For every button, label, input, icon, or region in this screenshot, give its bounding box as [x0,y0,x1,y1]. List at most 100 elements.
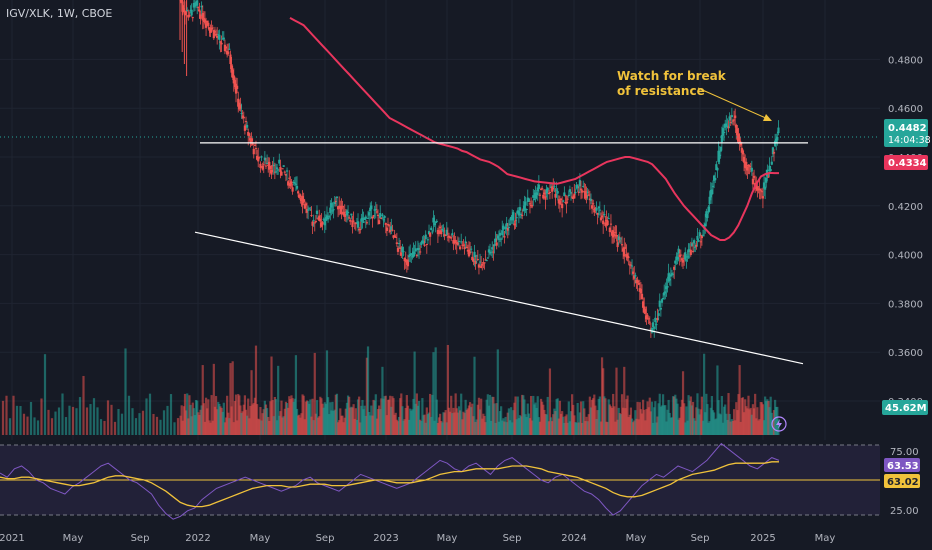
volume-bar [529,396,533,435]
candle-body [344,211,347,213]
candle-body [486,257,489,259]
candle-body [447,235,451,237]
volume-bar [720,396,723,435]
candle-body [626,255,629,259]
volume-bar [441,422,444,435]
volume-bar [463,413,466,435]
candle-body [320,222,323,227]
volume-bar [558,400,562,435]
candle-body [537,184,540,189]
volume-bar [403,419,406,435]
candle-body [636,280,639,283]
volume-bar [446,344,449,435]
volume-bar [333,409,336,435]
volume-bar [289,399,292,435]
candle-body [476,258,479,260]
volume-bar [396,421,400,435]
rsi-line [0,442,780,520]
candle-body [543,192,546,195]
volume-bar [557,418,560,435]
volume-bar [487,405,491,435]
volume-bar [518,415,522,435]
volume-bar [36,420,40,435]
volume-bar [241,411,244,435]
candle-body [346,211,350,214]
candle-body [354,223,357,225]
volume-bar [660,405,664,435]
candle-body [274,171,278,173]
volume-bar [484,422,487,435]
candle-body [308,207,311,209]
candle-body [365,222,369,224]
candle-body [604,222,607,226]
volume-bar [585,416,588,435]
volume-bar [488,394,492,435]
candle-body [597,206,600,209]
volume-bar [755,418,758,435]
volume-bar [775,406,778,435]
time-tick-label: 2025 [750,533,775,544]
candle-body [526,197,529,202]
candle-body [524,201,527,206]
rsi-ma-line [0,461,779,508]
volume-bar [654,401,657,435]
candle-body [674,260,677,264]
candle-body [689,249,692,256]
candle-body [575,184,578,189]
candle-body [334,200,337,203]
candle-body [769,169,772,172]
candle-body [772,152,776,154]
volume-bar [760,402,763,435]
volume-bar [258,419,261,435]
volume-bar [361,399,364,435]
volume-bar [568,421,572,435]
candle-body [776,137,779,141]
volume-bar [587,414,590,435]
candle-body [684,252,687,260]
volume-bar [655,422,658,435]
volume-bar [622,407,625,435]
volume-bar [326,397,330,435]
candle-body [501,230,504,236]
candle-body [234,83,238,94]
price-tick-label: 0.4200 [888,202,923,213]
candle-body [691,250,695,252]
candle-body [514,220,517,222]
candle-body [606,220,609,226]
candle-body [364,216,367,219]
candle-body [186,10,189,12]
lightning-icon[interactable] [771,416,787,432]
volume-bar [510,407,513,435]
volume-bar [166,405,169,435]
volume-bar [547,421,550,435]
volume-bar [429,393,432,435]
candle-body [222,37,225,40]
annotation-line2: of resistance [617,84,705,98]
volume-bar [620,394,624,435]
volume-bar [117,408,120,435]
volume-bar [315,400,319,435]
candle-body [744,161,747,168]
candle-body [406,259,410,267]
candle-body [246,124,249,128]
volume-bar [183,393,187,435]
candle-body [464,241,467,243]
volume-bar [203,421,207,435]
volume-bar [738,365,741,435]
volume-bar [71,406,75,435]
volume-bar [423,414,426,435]
candle-body [311,221,314,226]
volume-bar [443,412,446,435]
candle-body [297,191,300,194]
candle-body [502,225,505,230]
candle-body [196,0,199,6]
candle-body [312,219,315,221]
volume-bar [671,396,675,435]
symbol-title[interactable]: IGV/XLK, 1W, CBOE [6,7,112,20]
volume-bar [635,418,638,435]
volume-bar [630,418,634,435]
volume-bar [605,421,608,435]
candle-body [431,231,434,233]
volume-bar [120,413,124,435]
volume-bar [210,395,213,435]
